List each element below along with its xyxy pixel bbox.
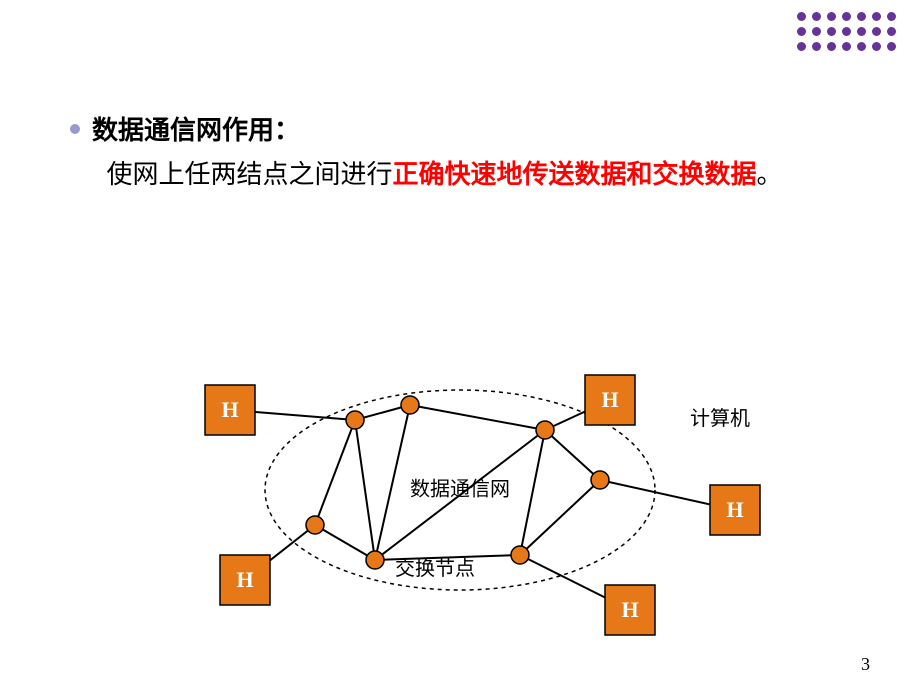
network-diagram: H H H H H 数据通信网交换节点 计算机: [150, 330, 770, 650]
svg-text:H: H: [601, 387, 618, 412]
page-number: 3: [861, 654, 870, 675]
svg-text:H: H: [726, 497, 743, 522]
svg-text:H: H: [236, 567, 253, 592]
svg-text:计算机: 计算机: [690, 407, 750, 430]
body-prefix: 使网上任两结点之间进行: [106, 159, 392, 189]
body-suffix: 。: [756, 159, 782, 189]
title-text: 数据通信网作用：: [92, 110, 300, 147]
body-emphasis: 正确快速地传送数据和交换数据: [392, 159, 756, 189]
corner-dots: [795, 10, 905, 65]
body-text: 使网上任两结点之间进行正确快速地传送数据和交换数据。: [92, 155, 850, 194]
svg-text:H: H: [621, 597, 638, 622]
svg-text:数据通信网: 数据通信网: [410, 477, 510, 500]
content-area: 数据通信网作用： 使网上任两结点之间进行正确快速地传送数据和交换数据。: [0, 0, 920, 194]
svg-text:交换节点: 交换节点: [395, 557, 475, 580]
title-line: 数据通信网作用：: [70, 110, 850, 147]
svg-text:H: H: [221, 397, 238, 422]
bullet-icon: [70, 124, 80, 134]
